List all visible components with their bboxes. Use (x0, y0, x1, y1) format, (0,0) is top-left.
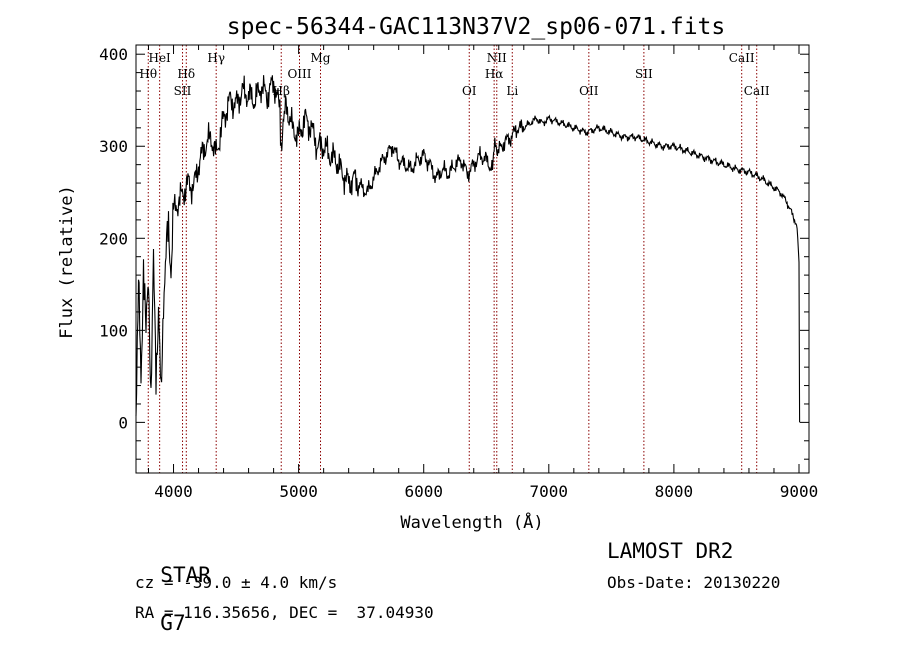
obs-date-text: Obs-Date: 20130220 (607, 573, 781, 592)
y-tick-label: 400 (99, 45, 128, 64)
x-tick-label: 5000 (279, 482, 318, 501)
line-marker-label: Mg (311, 51, 331, 65)
axes: 4000 5000 6000 7000 8000 9000 0 100 200 300 400 (99, 45, 818, 501)
y-tick-label: 300 (99, 137, 128, 156)
line-marker-label: Hδ (177, 67, 195, 81)
plot-frame (135, 44, 810, 474)
subclass-label: G7 (160, 611, 186, 635)
chart-title: spec-56344-GAC113N37V2_sp06-071.fits (227, 14, 726, 40)
class-label: STAR (160, 563, 211, 587)
line-marker-label: Hα (485, 67, 504, 81)
x-tick-label: 9000 (780, 482, 819, 501)
line-marker-label: OII (579, 84, 599, 98)
line-marker-label: OIII (287, 67, 311, 81)
line-marker-label: CaII (729, 51, 755, 65)
line-marker-label: HeI (148, 51, 171, 65)
line-marker-label: CaII (744, 84, 770, 98)
line-marker-label: SII (635, 67, 653, 81)
x-tick-label: 7000 (530, 482, 569, 501)
line-marker-label: Hγ (207, 51, 225, 65)
x-axis-label: Wavelength (Å) (400, 511, 543, 533)
line-marker-label: SII (174, 84, 192, 98)
x-tick-label: 8000 (655, 482, 694, 501)
y-tick-label: 100 (99, 321, 128, 340)
coordinates-text: RA = 116.35656, DEC = 37.04930 (135, 603, 434, 622)
series-layer (135, 75, 801, 423)
survey-label: LAMOST DR2 (607, 539, 734, 563)
line-marker-label: OI (462, 84, 477, 98)
y-axis-label: Flux (relative) (57, 185, 77, 339)
line-marker-label: NII (487, 51, 507, 65)
object-class: STAR G7 (135, 539, 211, 635)
spectrum-line (135, 75, 801, 423)
y-tick-label: 0 (118, 413, 128, 432)
line-marker-label: Hθ (139, 67, 157, 81)
redshift-text: cz = -39.0 ± 4.0 km/s (135, 573, 338, 592)
x-tick-label: 4000 (154, 482, 193, 501)
line-marker-label: Li (506, 84, 518, 98)
y-tick-label: 200 (99, 229, 128, 248)
x-tick-label: 6000 (404, 482, 443, 501)
